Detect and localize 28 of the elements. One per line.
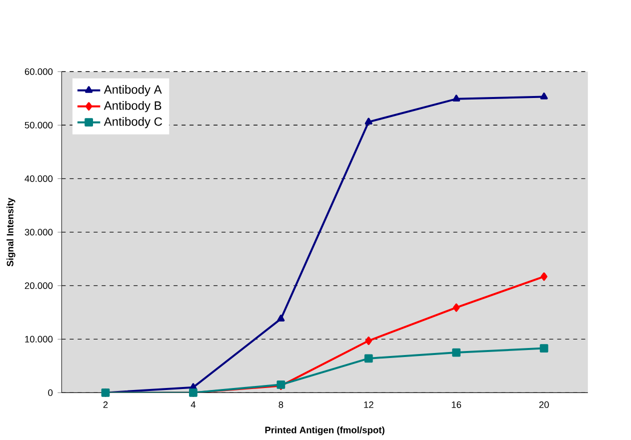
point xyxy=(364,354,373,363)
x-tick-label: 2 xyxy=(103,402,108,408)
point xyxy=(365,336,372,346)
legend-label: Antibody A xyxy=(104,85,162,96)
legend-label: Antibody B xyxy=(104,101,162,112)
point xyxy=(452,348,461,357)
y-tick-label: 10.000 xyxy=(25,336,53,343)
y-tick-label: 20.000 xyxy=(24,282,53,290)
legend-label: Antibody C xyxy=(104,117,162,128)
point xyxy=(452,94,460,102)
y-tick-label: 0 xyxy=(48,390,53,396)
y-axis-title: Signal Intensity xyxy=(6,198,16,267)
x-tick-label: 4 xyxy=(190,402,196,408)
x-tick-label: 16 xyxy=(452,402,462,408)
x-axis-title: Printed Antigen (fmol/spot) xyxy=(265,426,384,436)
y-tick-label: 50.000 xyxy=(24,122,53,129)
point xyxy=(540,92,548,100)
y-tick-label: 30.000 xyxy=(24,229,53,236)
y-tick-label: 60.000 xyxy=(24,68,53,76)
x-tick-label: 12 xyxy=(364,402,374,408)
y-tick-label: 40.000 xyxy=(24,176,53,182)
point xyxy=(540,272,548,281)
point xyxy=(540,344,548,353)
point xyxy=(452,304,460,312)
point xyxy=(277,314,285,322)
point xyxy=(364,118,372,125)
x-tick-label: 20 xyxy=(539,402,549,408)
x-tick-label: 8 xyxy=(278,402,284,408)
